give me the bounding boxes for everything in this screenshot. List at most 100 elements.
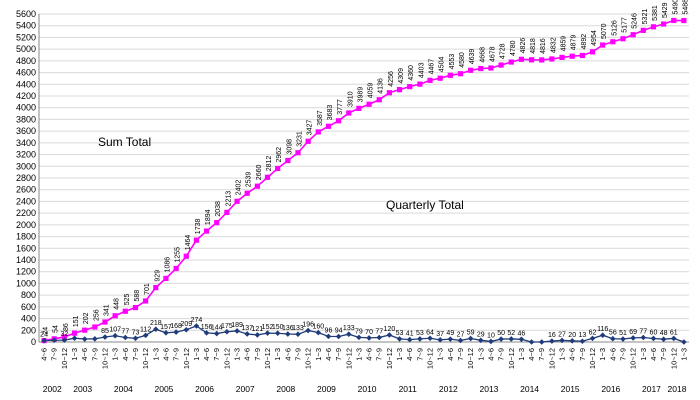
- quarterly-total-point: [295, 331, 301, 338]
- sum-total-data-label: 24: [43, 327, 50, 335]
- x-tick-label: 10~12: [60, 348, 69, 369]
- quarterly-total-data-label: 94: [335, 327, 343, 334]
- quarterly-total-point: [518, 336, 525, 343]
- sum-total-data-label: 4309: [398, 68, 405, 84]
- x-tick-label: 7~9: [659, 348, 668, 361]
- sum-total-data-label: 929: [154, 270, 161, 282]
- sum-total-point: [61, 334, 67, 340]
- sum-total-point: [671, 17, 677, 24]
- sum-total-data-label: 1086: [164, 257, 171, 273]
- quarterly-total-data-label: 49: [446, 330, 454, 337]
- quarterly-total-point: [650, 335, 657, 342]
- y-tick-label: 400: [21, 314, 36, 324]
- quarterly-total-point: [102, 334, 108, 340]
- sum-total-data-label: 341: [104, 304, 111, 316]
- y-tick-label: 1600: [16, 243, 36, 253]
- x-tick-label: 4~6: [121, 348, 130, 361]
- x-tick-label: 1~3: [233, 348, 242, 361]
- y-tick-label: 3000: [16, 161, 36, 171]
- x-tick-label: 7~9: [50, 348, 59, 361]
- quarterly-total-point: [670, 335, 677, 342]
- sum-total-data-label: 4859: [561, 36, 568, 52]
- quarterly-total-data-label: 37: [436, 331, 444, 338]
- quarterly-total-point: [630, 335, 636, 341]
- y-tick-label: 800: [21, 290, 36, 300]
- quarterly-total-point: [406, 336, 413, 343]
- quarterly-total-point: [142, 332, 149, 339]
- quarterly-total-data-label: 96: [325, 327, 333, 334]
- quarterly-total-point: [447, 336, 454, 342]
- quarterly-total-data-label: 189: [231, 322, 243, 329]
- y-tick-label: 1400: [16, 255, 36, 265]
- quarterly-total-data-label: 157: [160, 324, 172, 331]
- quarterly-total-data-label: 133: [292, 325, 304, 332]
- sum-total-point: [71, 330, 78, 336]
- y-tick-label: 2400: [16, 196, 36, 206]
- sum-total-data-label: 4818: [530, 38, 537, 54]
- x-tick-label: 10~12: [385, 348, 394, 369]
- y-tick-label: 2600: [16, 185, 36, 195]
- quarterly-total-data-label: 56: [609, 330, 617, 337]
- quarterly-total-data-label: 137: [241, 325, 253, 332]
- sum-total-line: [43, 19, 684, 342]
- x-tick-label: 10~12: [547, 348, 556, 369]
- sum-total-data-label: 1894: [205, 209, 212, 225]
- x-tick-label: 7~9: [497, 348, 506, 361]
- x-tick-label: 4~6: [405, 348, 414, 361]
- sum-total-point: [285, 157, 291, 164]
- x-tick-label: 1~3: [517, 348, 526, 361]
- x-tick-label: 7~9: [172, 348, 181, 361]
- sum-total-annotation: Sum Total: [98, 135, 151, 149]
- sum-total-data-label: 5321: [642, 9, 649, 25]
- y-tick-label: 4600: [16, 68, 36, 78]
- x-tick-label: 10~12: [141, 348, 150, 369]
- quarterly-total-point: [122, 334, 129, 341]
- quarterly-total-point: [660, 336, 667, 342]
- year-label: 2009: [317, 384, 336, 394]
- sum-total-point: [366, 101, 372, 107]
- quarterly-total-data-label: 156: [201, 324, 213, 331]
- sum-total-data-label: 4504: [439, 57, 446, 73]
- x-tick-label: 10~12: [588, 348, 597, 369]
- sum-total-point: [234, 198, 240, 204]
- quarterly-total-point: [437, 337, 443, 343]
- quarterly-total-data-label: 70: [365, 329, 373, 336]
- x-tick-label: 1~3: [70, 348, 79, 361]
- quarterly-total-point: [183, 326, 190, 333]
- sum-total-data-label: 4668: [479, 47, 486, 63]
- x-tick-label: 7~9: [537, 348, 546, 361]
- sum-total-point: [457, 71, 464, 77]
- quarterly-total-point: [173, 329, 179, 335]
- x-tick-label: 1~3: [354, 348, 363, 361]
- annotations: Sum Total Quarterly Total: [98, 135, 464, 212]
- x-tick-label: 10~12: [426, 348, 435, 369]
- year-label: 2012: [439, 384, 458, 394]
- x-tick-label: 7~9: [212, 348, 221, 361]
- y-tick-label: 600: [21, 302, 36, 312]
- sum-total-data-label: 3098: [286, 139, 293, 155]
- quarterly-total-data-label: 79: [355, 328, 363, 335]
- sum-total-point: [376, 97, 382, 103]
- x-tick-label: 10~12: [507, 348, 516, 369]
- sum-total-point: [579, 52, 585, 59]
- y-tick-label: 2000: [16, 220, 36, 230]
- x-tick-label: 7~9: [578, 348, 587, 361]
- x-tick-labels: 4~6 7~9 10~12 1~3 4~6 7~9 10~12 1~3 4~6 7~9 10~12 1…: [40, 348, 689, 369]
- quarterly-total-point: [274, 330, 281, 337]
- x-tick-label: 4~6: [365, 348, 374, 361]
- x-tick-label: 1~3: [598, 348, 607, 361]
- sum-total-data-label: 4256: [388, 71, 395, 87]
- sum-total-point: [610, 39, 616, 45]
- quarterly-total-data-label: 27: [558, 331, 566, 338]
- x-tick-label: 4~6: [649, 348, 658, 361]
- year-label: 2005: [154, 384, 173, 394]
- quarterly-total-data-label: 196: [302, 322, 314, 329]
- sum-total-data-label: 4816: [540, 38, 547, 54]
- sum-total-data-label: 5381: [652, 5, 659, 21]
- quarterly-total-data-label: 77: [121, 328, 129, 335]
- year-label: 2013: [479, 384, 498, 394]
- quarterly-total-data-label: 64: [426, 329, 434, 336]
- sum-total-point: [630, 32, 636, 38]
- quarterly-total-data-label: 20: [568, 332, 576, 339]
